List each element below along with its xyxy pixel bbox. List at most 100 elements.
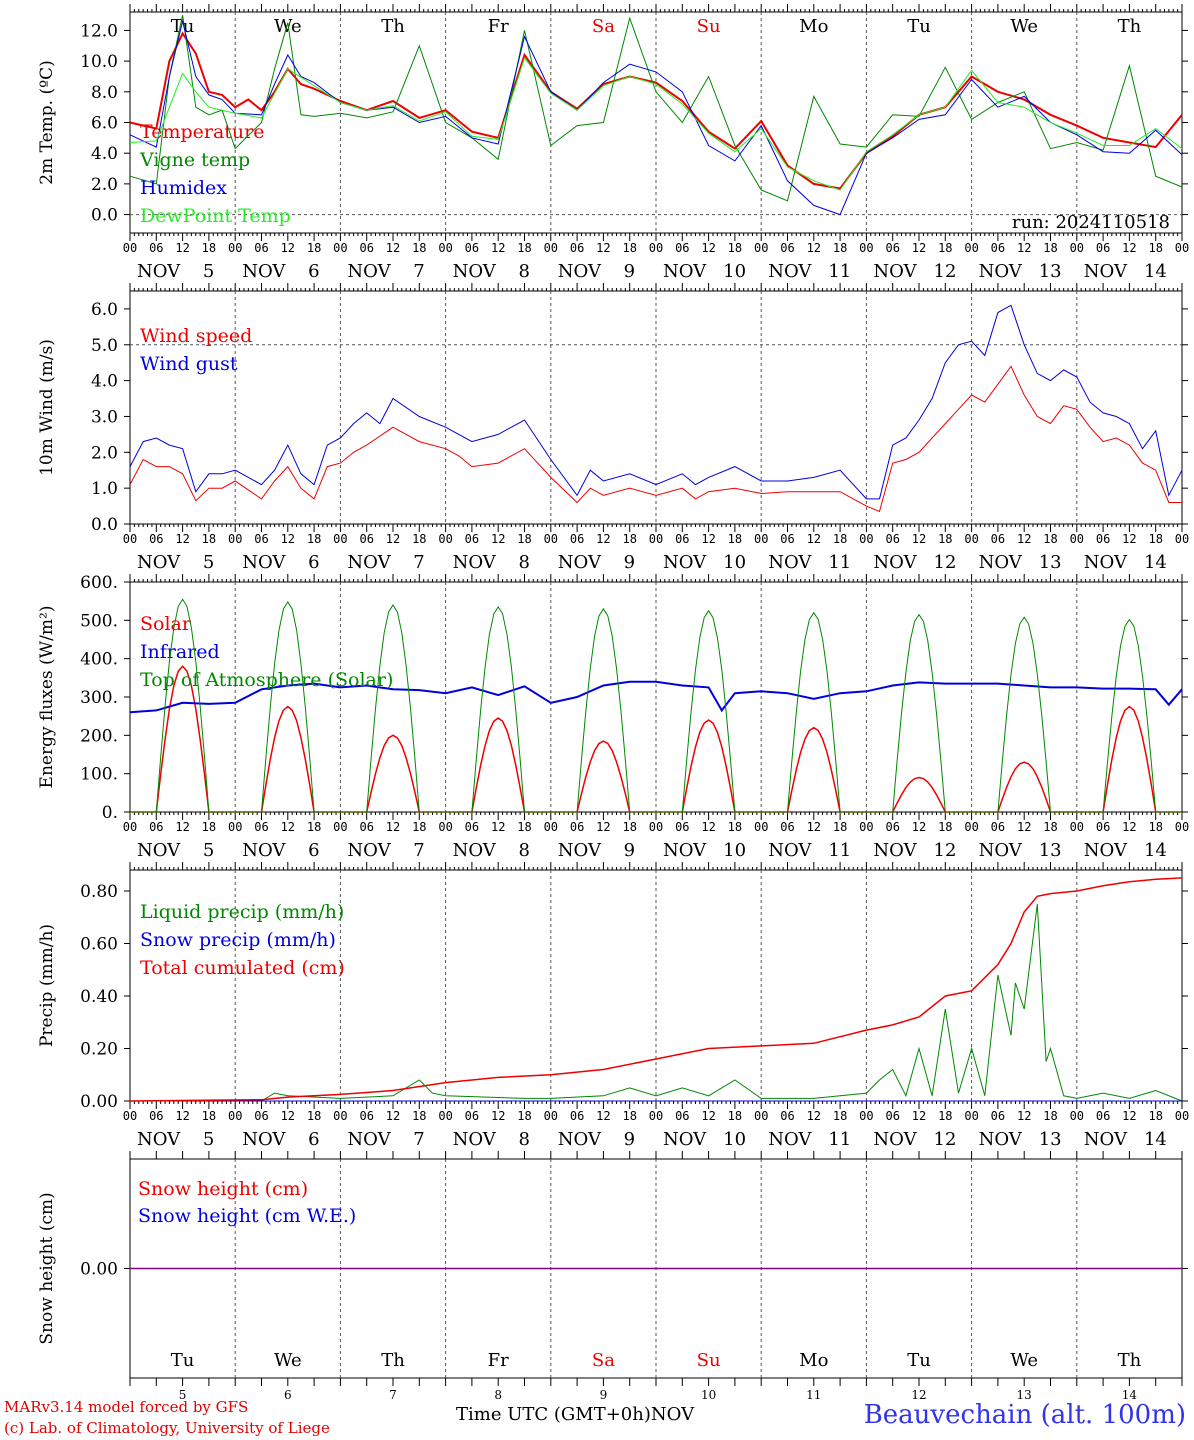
hour-tick-label: 12 (807, 241, 821, 255)
legend-entry: Total cumulated (cm) (140, 957, 345, 979)
hour-tick-label: 18 (622, 1109, 636, 1123)
month-label: NOV (558, 261, 602, 282)
hour-tick-label: 18 (1148, 820, 1162, 834)
hour-tick-label: 00 (754, 532, 768, 546)
y-tick-label: 400. (80, 650, 118, 670)
hour-tick-label: 06 (1096, 820, 1110, 834)
month-label: NOV (453, 552, 497, 573)
day-number-label: 11 (806, 1388, 821, 1402)
hour-tick-label: 18 (938, 241, 952, 255)
month-label: NOV (873, 261, 917, 282)
hour-tick-label: 06 (780, 820, 794, 834)
hour-tick-label: 18 (412, 532, 426, 546)
hour-tick-label: 12 (701, 241, 715, 255)
hour-tick-label: 06 (570, 1109, 584, 1123)
day-label: 8 (518, 261, 529, 282)
hour-tick-label: 00 (859, 1109, 873, 1123)
month-label: NOV (137, 840, 181, 861)
weekday-label: Su (697, 1350, 721, 1371)
hour-tick-label: 00 (333, 820, 347, 834)
hour-tick-label: 12 (1017, 820, 1031, 834)
legend-entry: DewPoint Temp (140, 205, 291, 227)
month-label: NOV (873, 1129, 917, 1150)
y-axis-label: 10m Wind (m/s) (37, 339, 57, 476)
hour-tick-label: 00 (1175, 532, 1189, 546)
hour-tick-label: 06 (254, 1109, 268, 1123)
hour-tick-label: 12 (912, 532, 926, 546)
hour-tick-label: 18 (833, 532, 847, 546)
y-tick-label: 500. (80, 611, 118, 631)
weekday-label: Tu (171, 16, 195, 37)
weekday-label: Fr (488, 1350, 509, 1371)
day-label: 6 (308, 1129, 319, 1150)
hour-tick-label: 12 (807, 1109, 821, 1123)
day-number-label: 7 (389, 1388, 397, 1402)
hour-tick-label: 12 (912, 820, 926, 834)
month-label: NOV (347, 1129, 391, 1150)
hour-tick-label: 06 (359, 820, 373, 834)
weekday-label: Fr (488, 16, 509, 37)
day-label: 11 (828, 261, 851, 282)
hour-tick-label: 12 (596, 532, 610, 546)
hour-tick-label: 12 (596, 241, 610, 255)
hour-tick-label: 18 (517, 1109, 531, 1123)
weekday-label: Th (381, 16, 405, 37)
y-axis-label: Snow height (cm) (37, 1192, 57, 1344)
hour-tick-label: 12 (281, 532, 295, 546)
legend-entry: Top of Atmosphere (Solar) (140, 669, 393, 691)
hour-tick-label: 00 (123, 532, 137, 546)
hour-tick-label: 18 (938, 1109, 952, 1123)
hour-tick-label: 12 (701, 820, 715, 834)
month-label: NOV (873, 840, 917, 861)
hour-tick-label: 18 (202, 820, 216, 834)
month-label: NOV (242, 261, 286, 282)
hour-tick-label: 06 (254, 820, 268, 834)
month-label: NOV (1084, 840, 1128, 861)
legend-entry: Temperature (140, 121, 264, 143)
hour-tick-label: 18 (412, 820, 426, 834)
hour-tick-label: 00 (859, 820, 873, 834)
hour-tick-label: 06 (780, 1109, 794, 1123)
hour-tick-label: 00 (333, 1109, 347, 1123)
hour-tick-label: 18 (938, 820, 952, 834)
hour-tick-label: 00 (123, 241, 137, 255)
hour-tick-label: 06 (885, 1109, 899, 1123)
day-label: 8 (518, 840, 529, 861)
hour-tick-label: 06 (885, 241, 899, 255)
hour-tick-label: 18 (202, 241, 216, 255)
hour-tick-label: 00 (333, 532, 347, 546)
hour-tick-label: 06 (359, 241, 373, 255)
day-label: 9 (624, 840, 635, 861)
weekday-label: Th (1118, 1350, 1142, 1371)
hour-tick-label: 00 (1175, 241, 1189, 255)
hour-tick-label: 12 (281, 820, 295, 834)
y-tick-label: 100. (80, 765, 118, 785)
hour-tick-label: 06 (465, 820, 479, 834)
hour-tick-label: 00 (1070, 1109, 1084, 1123)
hour-tick-label: 18 (307, 820, 321, 834)
time-axis-text: Time UTC (GMT+0h) (456, 1404, 651, 1425)
weekday-label: We (274, 1350, 302, 1371)
hour-tick-label: 12 (386, 820, 400, 834)
hour-tick-label: 06 (465, 532, 479, 546)
day-number-label: 6 (284, 1388, 292, 1402)
legend-entry: Snow height (cm W.E.) (138, 1205, 356, 1227)
hour-tick-label: 06 (359, 532, 373, 546)
hour-tick-label: 12 (1122, 1109, 1136, 1123)
hour-tick-label: 00 (228, 1109, 242, 1123)
hour-tick-label: 18 (622, 241, 636, 255)
hour-tick-label: 00 (649, 1109, 663, 1123)
hour-tick-label: 06 (675, 532, 689, 546)
hour-tick-label: 18 (728, 241, 742, 255)
y-tick-label: 300. (80, 688, 118, 708)
hour-tick-label: 18 (412, 241, 426, 255)
hour-tick-label: 12 (701, 1109, 715, 1123)
time-axis-label: Time UTC (GMT+0h)NOV (456, 1404, 694, 1425)
month-label: NOV (1084, 1129, 1128, 1150)
hour-tick-label: 18 (1148, 1109, 1162, 1123)
day-label: 14 (1144, 1129, 1167, 1150)
hour-tick-label: 18 (1043, 532, 1057, 546)
hour-tick-label: 06 (1096, 1109, 1110, 1123)
hour-tick-label: 00 (544, 532, 558, 546)
